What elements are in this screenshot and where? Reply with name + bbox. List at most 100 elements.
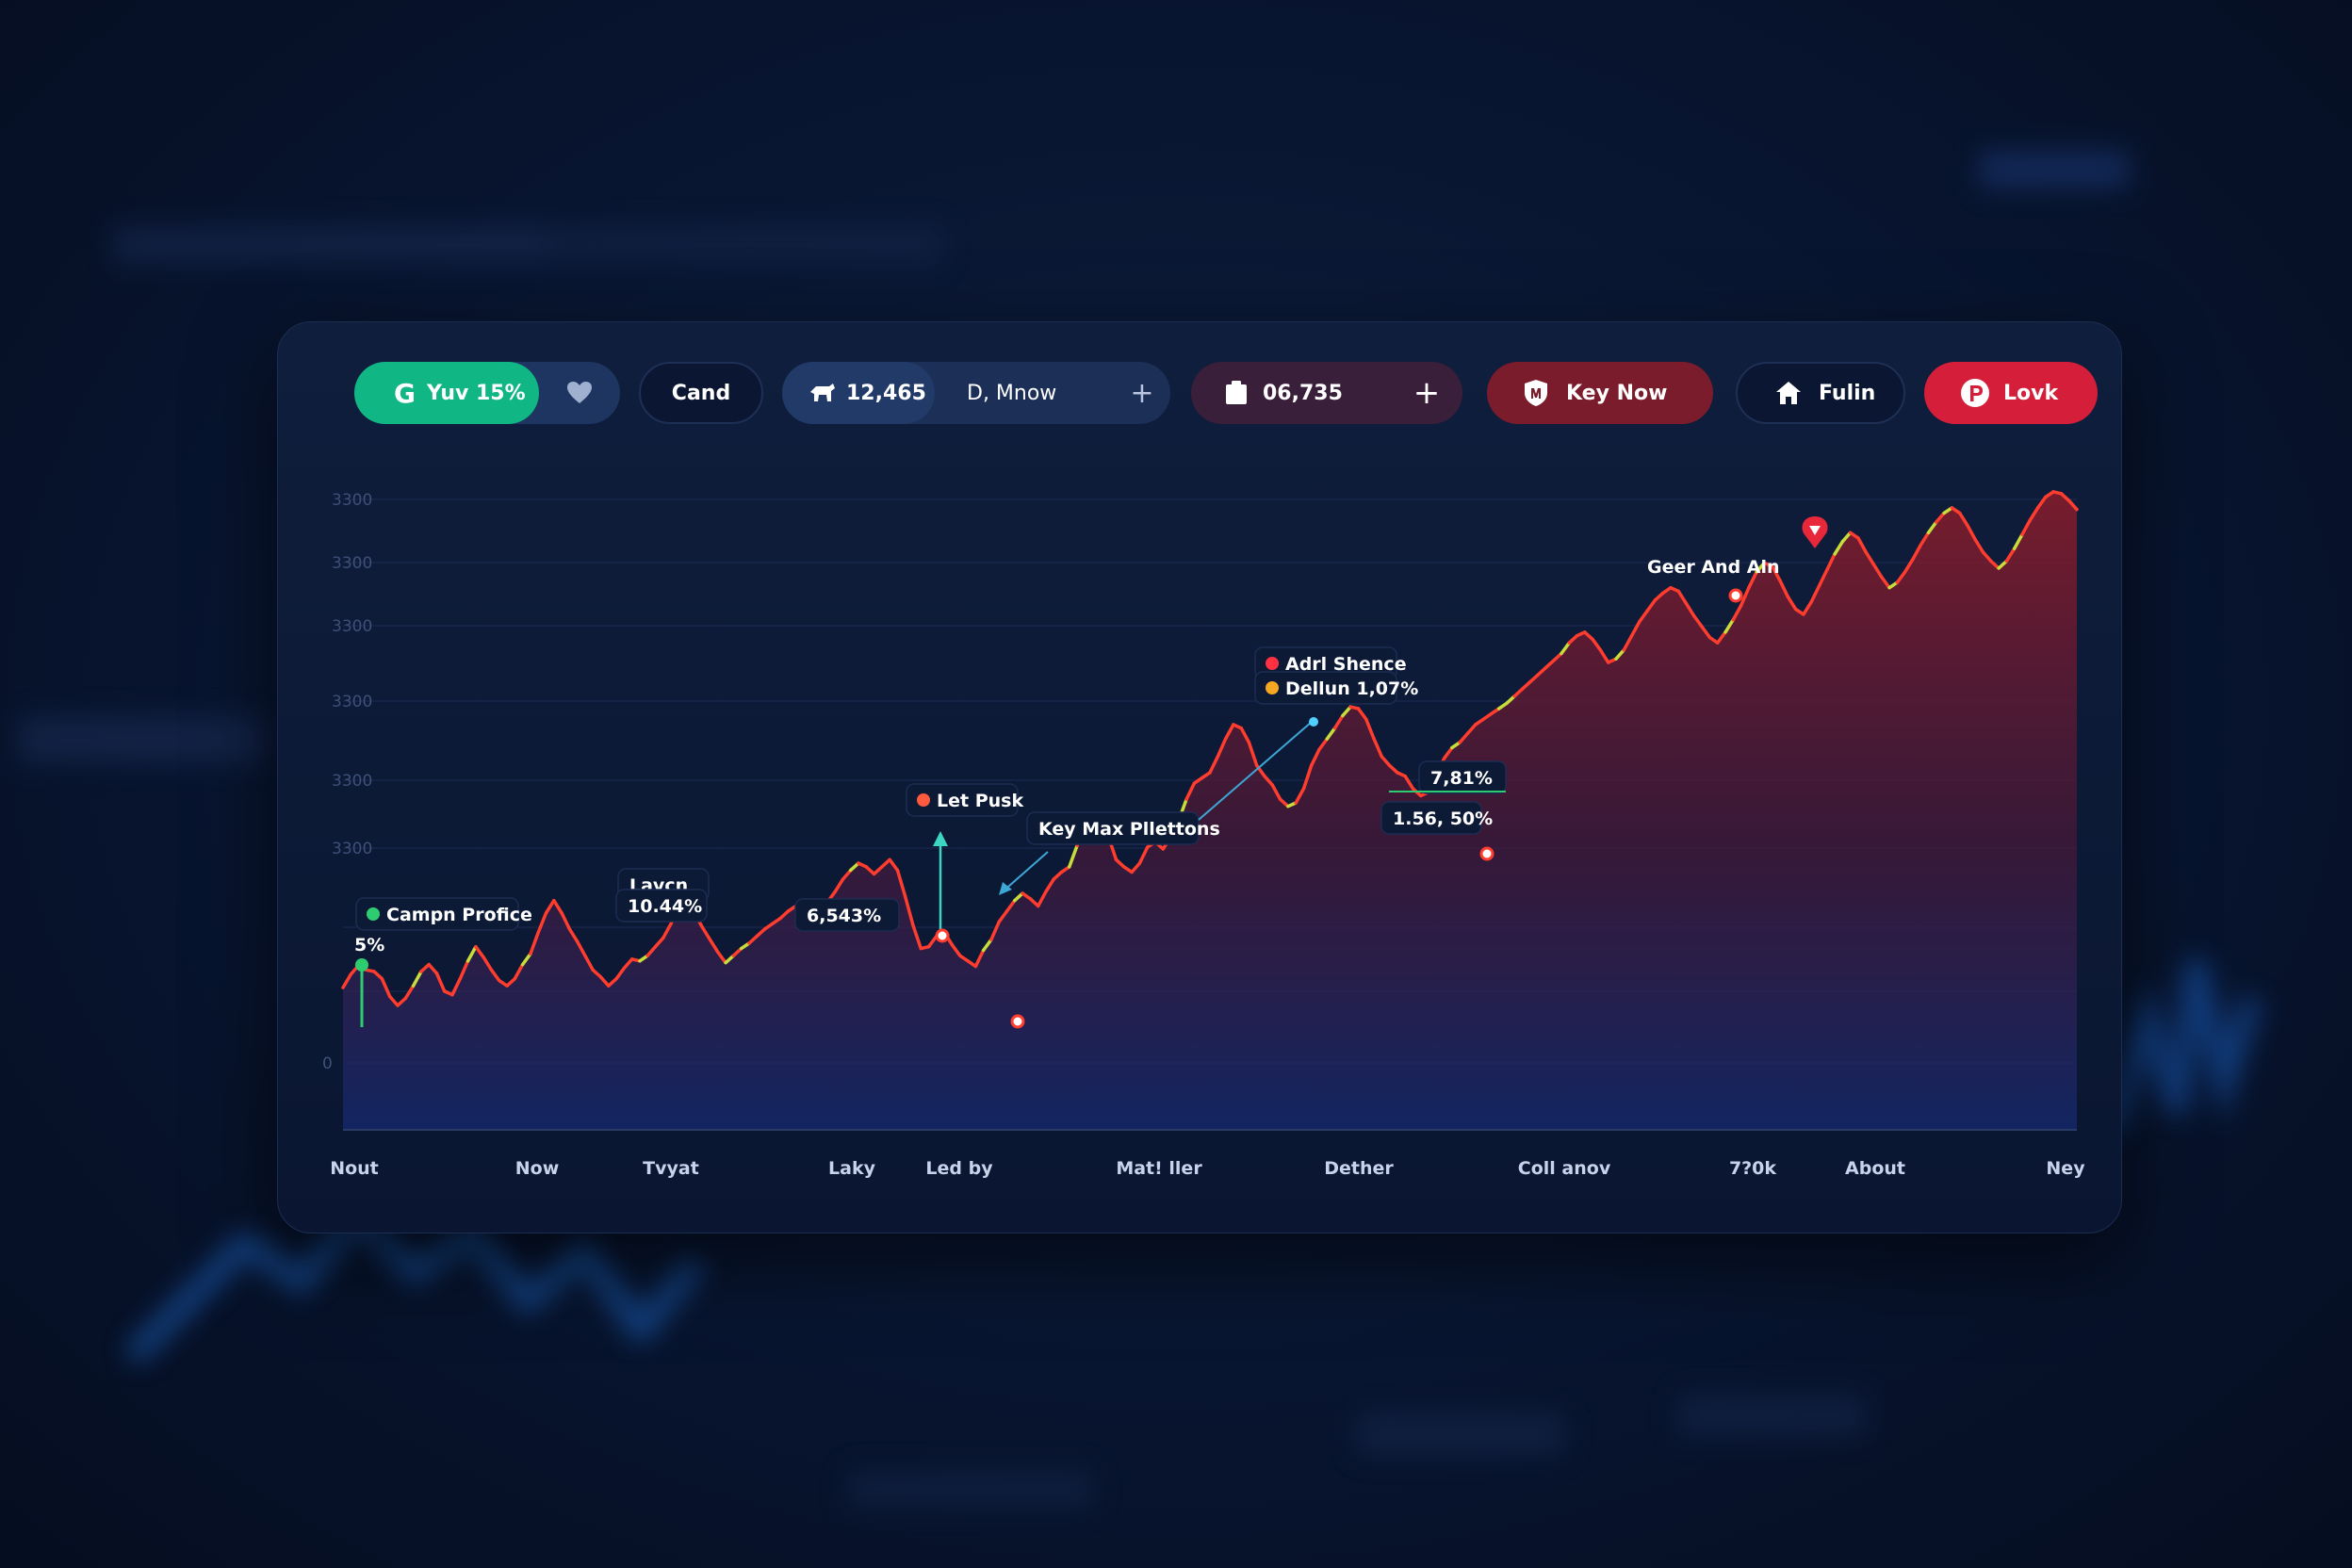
series-line-segment (529, 930, 540, 956)
series-line-segment (1622, 633, 1634, 652)
series-line-segment (1239, 726, 1251, 744)
series-line-segment (482, 956, 494, 972)
group-value-06735: 06,735 + (1191, 362, 1462, 424)
data-point-marker (1479, 846, 1494, 861)
annotation-label: 10.44% (615, 889, 708, 923)
series-line-segment (645, 944, 658, 957)
series-line-segment (411, 970, 423, 988)
annotation-label: 1.56, 50% (1380, 801, 1493, 835)
series-line-segment (888, 858, 900, 873)
lovk-label: Lovk (2003, 381, 2059, 405)
series-line-segment (1004, 898, 1017, 913)
series-line-segment (427, 962, 439, 975)
y-axis: 3300 3300 3300 3300 3300 3300 0 (322, 491, 372, 1073)
annotation-text: 6,543% (807, 906, 881, 926)
series-line-segment (583, 954, 595, 972)
group-value-12465: 12,465 D, Mnow + (782, 362, 1170, 424)
series-line-segment (1341, 705, 1352, 718)
series-line-segment (1583, 630, 1594, 642)
cand-button[interactable]: Cand (639, 362, 763, 424)
series-line-segment (904, 895, 915, 927)
yuv-button[interactable]: G Yuv 15% (354, 362, 539, 424)
series-line-segment (1520, 679, 1532, 691)
series-line-segment (708, 938, 720, 955)
clipboard-icon (1226, 381, 1247, 404)
series-line-segment (1317, 737, 1330, 752)
series-line-segment (598, 975, 611, 988)
series-line-segment (1981, 550, 1993, 564)
series-line-segment (1864, 550, 1876, 566)
series-line-segment (1817, 568, 1829, 588)
lovk-button[interactable]: Lovk (1924, 362, 2098, 424)
annotation-text: Campn Profice (386, 905, 532, 925)
series-line-segment (1676, 589, 1689, 606)
plus-button-2[interactable]: + (1391, 362, 1462, 424)
series-line-segment (505, 976, 517, 988)
series-line-segment (575, 939, 587, 957)
series-line-segment (981, 938, 993, 953)
annotation-label: Dellun 1,07% (1254, 671, 1418, 705)
key-now-button[interactable]: Key Now (1487, 362, 1713, 424)
series-line-segment (1973, 538, 1985, 554)
series-line-segment (544, 898, 556, 915)
series-line-segment (1997, 559, 2009, 570)
series-line-segment (997, 909, 1009, 924)
series-line-segment (1560, 641, 1572, 656)
value-12465-button[interactable]: 12,465 (782, 362, 935, 424)
series-line-segment (1301, 763, 1314, 791)
series-line-segment (1684, 601, 1696, 618)
series-line-segment (1645, 598, 1658, 613)
series-line-segment (1778, 579, 1790, 598)
series-line-segment (1309, 747, 1321, 768)
series-line-segment (1223, 723, 1235, 741)
heart-button[interactable] (539, 362, 620, 424)
fulin-button[interactable]: Fulin (1736, 362, 1905, 424)
bull-icon (810, 384, 835, 401)
annotation-text: Dellun 1,07% (1285, 678, 1418, 699)
annotation-label: Geer And Aln (1647, 557, 1780, 578)
plus-button-1[interactable]: + (1114, 362, 1170, 424)
series-line-segment (1332, 713, 1345, 730)
series-line-segment (1465, 723, 1478, 736)
x-tick-label: 7?0k (1729, 1158, 1776, 1179)
x-tick-label: Led by (925, 1158, 993, 1179)
series-line-segment (380, 976, 392, 999)
series-line-segment (1880, 575, 1891, 590)
series-line-segment (1114, 858, 1126, 869)
pointer-line (1198, 721, 1313, 821)
shield-icon (1525, 380, 1547, 406)
series-line-segment (372, 970, 384, 981)
series-line-segment (1278, 797, 1290, 808)
series-line-segment (1989, 559, 2001, 570)
pointer-head (999, 882, 1012, 895)
heart-icon (567, 382, 592, 403)
x-tick-label: Ney (2046, 1158, 2085, 1179)
value-06735-button[interactable]: 06,735 (1191, 362, 1391, 424)
series-line-segment (1364, 717, 1376, 741)
series-line-segment (1786, 595, 1798, 612)
legend-dot (1266, 681, 1279, 694)
series-line-segment (1935, 511, 1946, 524)
series-line-segment (1739, 585, 1751, 608)
x-tick-label: Tvyat (643, 1158, 699, 1179)
series-line-segment (1028, 897, 1040, 908)
y-tick-label: 3300 (332, 554, 372, 573)
series-line-segment (1013, 891, 1024, 903)
series-line-segment (1723, 617, 1736, 634)
pointer-line (1000, 851, 1049, 894)
series-line-segment (1184, 781, 1197, 801)
annotation-label: Key Max Pllettons (1026, 811, 1220, 845)
series-line-segment (1809, 584, 1821, 604)
series-line-segment (1614, 648, 1626, 661)
series-line-segment (1442, 745, 1454, 760)
legend-dot (367, 907, 380, 921)
series-line-segment (474, 944, 485, 959)
series-line-segment (1130, 861, 1142, 874)
series-line-segment (614, 966, 627, 981)
d-mnow-label-area[interactable]: D, Mnow (935, 362, 1114, 424)
plus-icon: + (1130, 376, 1154, 410)
key-now-label: Key Now (1566, 381, 1668, 405)
annotation-text: 1.56, 50% (1393, 808, 1493, 829)
